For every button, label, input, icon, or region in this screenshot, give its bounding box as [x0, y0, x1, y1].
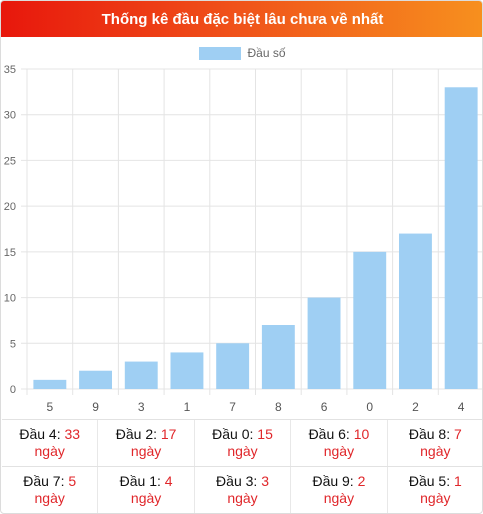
chart-legend[interactable]: Đầu số	[1, 43, 482, 63]
x-tick-label: 2	[412, 400, 419, 414]
bar	[216, 343, 250, 389]
stat-value: 10	[353, 426, 370, 442]
stat-unit: ngày	[420, 490, 451, 506]
bar	[124, 361, 158, 389]
stats-row: Đầu 7: 5 ngày Đầu 1: 4 ngày Đầu 3: 3 ngà…	[2, 466, 482, 513]
stats-table: Đầu 4: 33 ngày Đầu 2: 17 ngày Đầu 0: 15 …	[2, 419, 482, 513]
y-tick-label: 15	[4, 247, 16, 259]
bar	[33, 379, 67, 389]
stat-label: Đầu 7:	[23, 473, 65, 489]
bar	[444, 87, 478, 390]
stat-label: Đầu 8:	[408, 426, 451, 442]
y-tick-label: 25	[4, 155, 16, 167]
bar	[170, 352, 204, 389]
stat-value: 33	[64, 426, 81, 442]
x-tick-label: 6	[321, 400, 328, 414]
legend-label: Đầu số	[247, 46, 286, 60]
stat-value: 7	[454, 426, 462, 442]
stat-unit: ngày	[130, 490, 162, 506]
stat-unit: ngày	[323, 490, 355, 506]
stat-value: 3	[261, 473, 269, 489]
stat-label: Đầu 5:	[408, 473, 451, 489]
stat-value: 5	[68, 473, 77, 489]
stat-label: Đầu 2:	[115, 426, 157, 442]
bar-chart: 0 5 10 15 20 25 30 35 5 9 3 1 7 8 6 0 2 4	[4, 64, 482, 414]
stat-cell: Đầu 5: 1 ngày	[388, 467, 482, 513]
bar	[353, 251, 387, 389]
stat-value: 2	[357, 473, 366, 489]
x-tick-label: 5	[47, 400, 54, 414]
stat-label: Đầu 6:	[308, 426, 350, 442]
stat-unit: ngày	[227, 490, 258, 506]
stat-unit: ngày	[34, 490, 65, 506]
y-tick-label: 35	[4, 64, 16, 76]
bar	[79, 370, 113, 389]
stat-label: Đầu 3:	[216, 473, 258, 489]
bar	[398, 233, 432, 389]
stat-unit: ngày	[323, 443, 355, 459]
legend-swatch	[199, 46, 242, 60]
stat-label: Đầu 9:	[312, 473, 354, 489]
stat-value: 1	[454, 473, 462, 489]
stat-cell: Đầu 1: 4 ngày	[98, 467, 195, 513]
stat-cell: Đầu 6: 10 ngày	[291, 420, 388, 466]
stat-value: 15	[257, 426, 273, 442]
stat-cell: Đầu 9: 2 ngày	[291, 467, 388, 513]
stats-row: Đầu 4: 33 ngày Đầu 2: 17 ngày Đầu 0: 15 …	[2, 419, 482, 466]
stat-unit: ngày	[130, 443, 162, 459]
stat-cell: Đầu 3: 3 ngày	[195, 467, 292, 513]
stat-value: 4	[164, 473, 173, 489]
stat-unit: ngày	[420, 443, 451, 459]
card-header: Thống kê đầu đặc biệt lâu chưa về nhất	[1, 1, 482, 37]
y-tick-label: 10	[4, 293, 16, 305]
x-tick-label: 9	[92, 400, 99, 414]
stat-cell: Đầu 0: 15 ngày	[195, 420, 292, 466]
bar	[261, 325, 295, 389]
x-tick-label: 7	[229, 400, 236, 414]
x-tick-label: 1	[184, 400, 191, 414]
stat-cell: Đầu 4: 33 ngày	[2, 420, 99, 466]
x-tick-label: 0	[366, 400, 373, 414]
bar	[307, 297, 341, 389]
y-tick-label: 5	[10, 338, 16, 350]
x-tick-label: 8	[275, 400, 282, 414]
y-tick-label: 0	[10, 384, 16, 396]
y-tick-label: 30	[4, 110, 16, 122]
x-tick-label: 4	[458, 400, 465, 414]
stat-label: Đầu 0:	[212, 426, 254, 442]
stat-unit: ngày	[34, 443, 65, 459]
stat-cell: Đầu 7: 5 ngày	[2, 467, 99, 513]
stat-label: Đầu 1:	[119, 473, 161, 489]
stat-unit: ngày	[227, 443, 258, 459]
page-title: Thống kê đầu đặc biệt lâu chưa về nhất	[101, 10, 384, 28]
y-tick-label: 20	[4, 201, 16, 213]
stat-cell: Đầu 2: 17 ngày	[98, 420, 195, 466]
x-tick-label: 3	[138, 400, 145, 414]
stat-label: Đầu 4:	[19, 426, 61, 442]
stat-cell: Đầu 8: 7 ngày	[388, 420, 482, 466]
stat-value: 17	[160, 426, 177, 442]
